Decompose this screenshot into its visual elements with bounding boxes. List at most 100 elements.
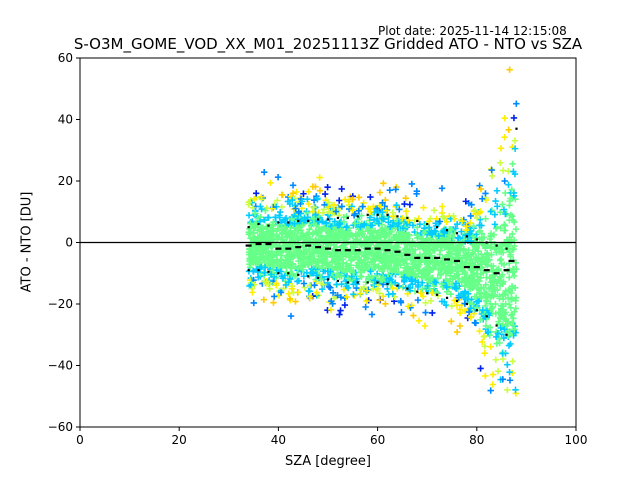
scatter-point bbox=[447, 272, 454, 280]
scatter-point bbox=[504, 386, 511, 394]
percentile-point bbox=[505, 333, 508, 336]
scatter-point bbox=[496, 248, 503, 256]
scatter-point bbox=[463, 259, 470, 266]
scatter-point bbox=[476, 208, 484, 215]
scatter-point bbox=[425, 218, 433, 225]
scatter-point bbox=[419, 286, 426, 293]
scatter-point bbox=[434, 243, 442, 251]
scatter-point bbox=[505, 181, 512, 188]
scatter-point bbox=[247, 220, 254, 227]
scatter-point bbox=[277, 236, 285, 243]
scatter-point bbox=[426, 268, 434, 276]
scatter-point bbox=[472, 245, 479, 253]
scatter-point bbox=[379, 209, 386, 216]
scatter-point bbox=[334, 292, 341, 299]
scatter-point bbox=[422, 265, 429, 273]
scatter-point bbox=[289, 182, 297, 189]
scatter-point bbox=[465, 308, 473, 316]
percentile-point bbox=[356, 281, 359, 284]
scatter-point bbox=[247, 281, 254, 289]
scatter-point bbox=[461, 294, 468, 301]
scatter-point bbox=[300, 273, 308, 280]
scatter-point bbox=[340, 286, 348, 293]
scatter-point bbox=[306, 226, 313, 233]
percentile-point bbox=[386, 213, 389, 216]
scatter-point bbox=[364, 225, 372, 233]
scatter-point bbox=[422, 309, 429, 316]
scatter-point bbox=[284, 198, 292, 205]
scatter-point bbox=[281, 223, 288, 231]
scatter-point bbox=[387, 242, 394, 250]
scatter-point bbox=[260, 278, 268, 285]
scatter-point bbox=[366, 233, 373, 241]
scatter-point bbox=[482, 190, 489, 197]
scatter-point bbox=[359, 259, 367, 267]
scatter-point bbox=[506, 301, 513, 308]
scatter-point bbox=[404, 303, 412, 310]
scatter-point bbox=[490, 271, 497, 279]
scatter-point bbox=[445, 231, 453, 239]
scatter-point bbox=[314, 195, 321, 202]
scatter-point bbox=[348, 273, 355, 280]
scatter-point bbox=[343, 293, 350, 301]
median-line bbox=[245, 242, 515, 275]
y-tick-label: 0 bbox=[65, 236, 73, 250]
scatter-point bbox=[509, 321, 517, 329]
percentile-point bbox=[386, 282, 389, 286]
scatter-point bbox=[478, 338, 486, 346]
scatter-point bbox=[512, 259, 520, 266]
scatter-point bbox=[467, 212, 474, 220]
scatter-point bbox=[261, 269, 268, 277]
scatter-point bbox=[487, 343, 494, 350]
scatter-point bbox=[363, 297, 370, 305]
scatter-point bbox=[477, 316, 484, 323]
scatter-point bbox=[337, 294, 345, 301]
scatter-point bbox=[467, 285, 474, 293]
scatter-point bbox=[494, 330, 502, 337]
scatter-point bbox=[425, 260, 432, 268]
scatter-point bbox=[458, 264, 465, 271]
scatter-point bbox=[435, 232, 442, 240]
scatter-point bbox=[323, 220, 330, 227]
scatter-point bbox=[429, 257, 437, 264]
scatter-point bbox=[472, 259, 479, 266]
scatter-point bbox=[369, 285, 377, 293]
scatter-point bbox=[499, 280, 507, 287]
scatter-point bbox=[488, 172, 496, 180]
scatter-point bbox=[499, 308, 506, 316]
scatter-point bbox=[510, 168, 517, 175]
scatter-point bbox=[264, 214, 272, 221]
scatter-point bbox=[393, 254, 400, 262]
percentile-point bbox=[465, 302, 468, 306]
percentile-point bbox=[287, 272, 290, 275]
scatter-point bbox=[487, 232, 494, 239]
scatter-point bbox=[321, 258, 329, 266]
scatter-point bbox=[488, 207, 496, 214]
scatter-point bbox=[511, 326, 518, 333]
percentile-point bbox=[396, 215, 399, 218]
scatter-point bbox=[270, 259, 278, 266]
percentile-point bbox=[257, 269, 260, 272]
scatter-point bbox=[473, 214, 481, 222]
scatter-point bbox=[395, 219, 403, 227]
scatter-point bbox=[360, 284, 367, 291]
y-tick-label: 60 bbox=[58, 51, 73, 65]
scatter-point bbox=[487, 387, 494, 394]
scatter-point bbox=[376, 297, 383, 304]
scatter-point bbox=[313, 271, 320, 279]
scatter-point bbox=[416, 221, 424, 228]
scatter-point bbox=[483, 274, 490, 281]
scatter-point bbox=[349, 196, 356, 203]
scatter-point bbox=[332, 208, 340, 215]
scatter-point bbox=[334, 222, 341, 229]
scatter-point bbox=[483, 242, 490, 250]
scatter-point bbox=[428, 275, 435, 282]
scatter-point bbox=[402, 245, 409, 252]
scatter-point bbox=[396, 206, 403, 213]
percentile-point bbox=[267, 224, 270, 227]
scatter-point bbox=[294, 235, 302, 243]
percentile-point bbox=[396, 284, 399, 287]
scatter-point bbox=[455, 292, 463, 299]
scatter-point bbox=[298, 198, 306, 205]
scatter-point bbox=[359, 203, 366, 210]
